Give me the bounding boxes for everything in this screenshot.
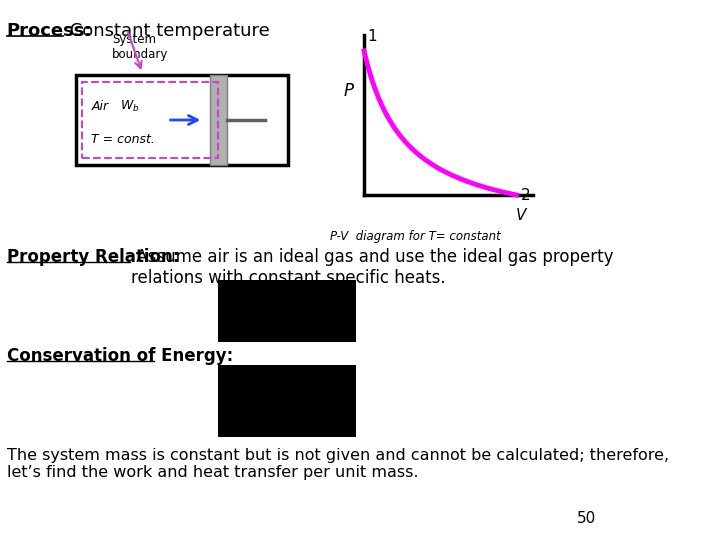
Text: 50: 50 — [577, 511, 596, 526]
Text: P: P — [344, 82, 354, 100]
Text: P-V  diagram for T= constant: P-V diagram for T= constant — [330, 230, 501, 243]
Text: Process:: Process: — [6, 22, 92, 40]
Text: Constant temperature: Constant temperature — [64, 22, 270, 40]
Text: The system mass is constant but is not given and cannot be calculated; therefore: The system mass is constant but is not g… — [6, 448, 669, 481]
Text: V: V — [516, 207, 526, 222]
Text: T = const.: T = const. — [91, 133, 156, 146]
Bar — [218, 280, 356, 342]
Text: Air: Air — [91, 100, 109, 113]
Text: 1: 1 — [367, 29, 377, 44]
Text: Property Relation:: Property Relation: — [6, 248, 179, 266]
Bar — [76, 75, 288, 165]
Bar — [218, 365, 356, 437]
Bar — [210, 75, 227, 165]
Text: 2: 2 — [521, 187, 531, 202]
Bar — [82, 82, 218, 158]
Text: System
boundary: System boundary — [112, 33, 168, 61]
Text: $W_b$: $W_b$ — [120, 99, 140, 114]
Text: Assume air is an ideal gas and use the ideal gas property
relations with constan: Assume air is an ideal gas and use the i… — [131, 248, 613, 287]
Text: Conservation of Energy:: Conservation of Energy: — [6, 347, 233, 365]
